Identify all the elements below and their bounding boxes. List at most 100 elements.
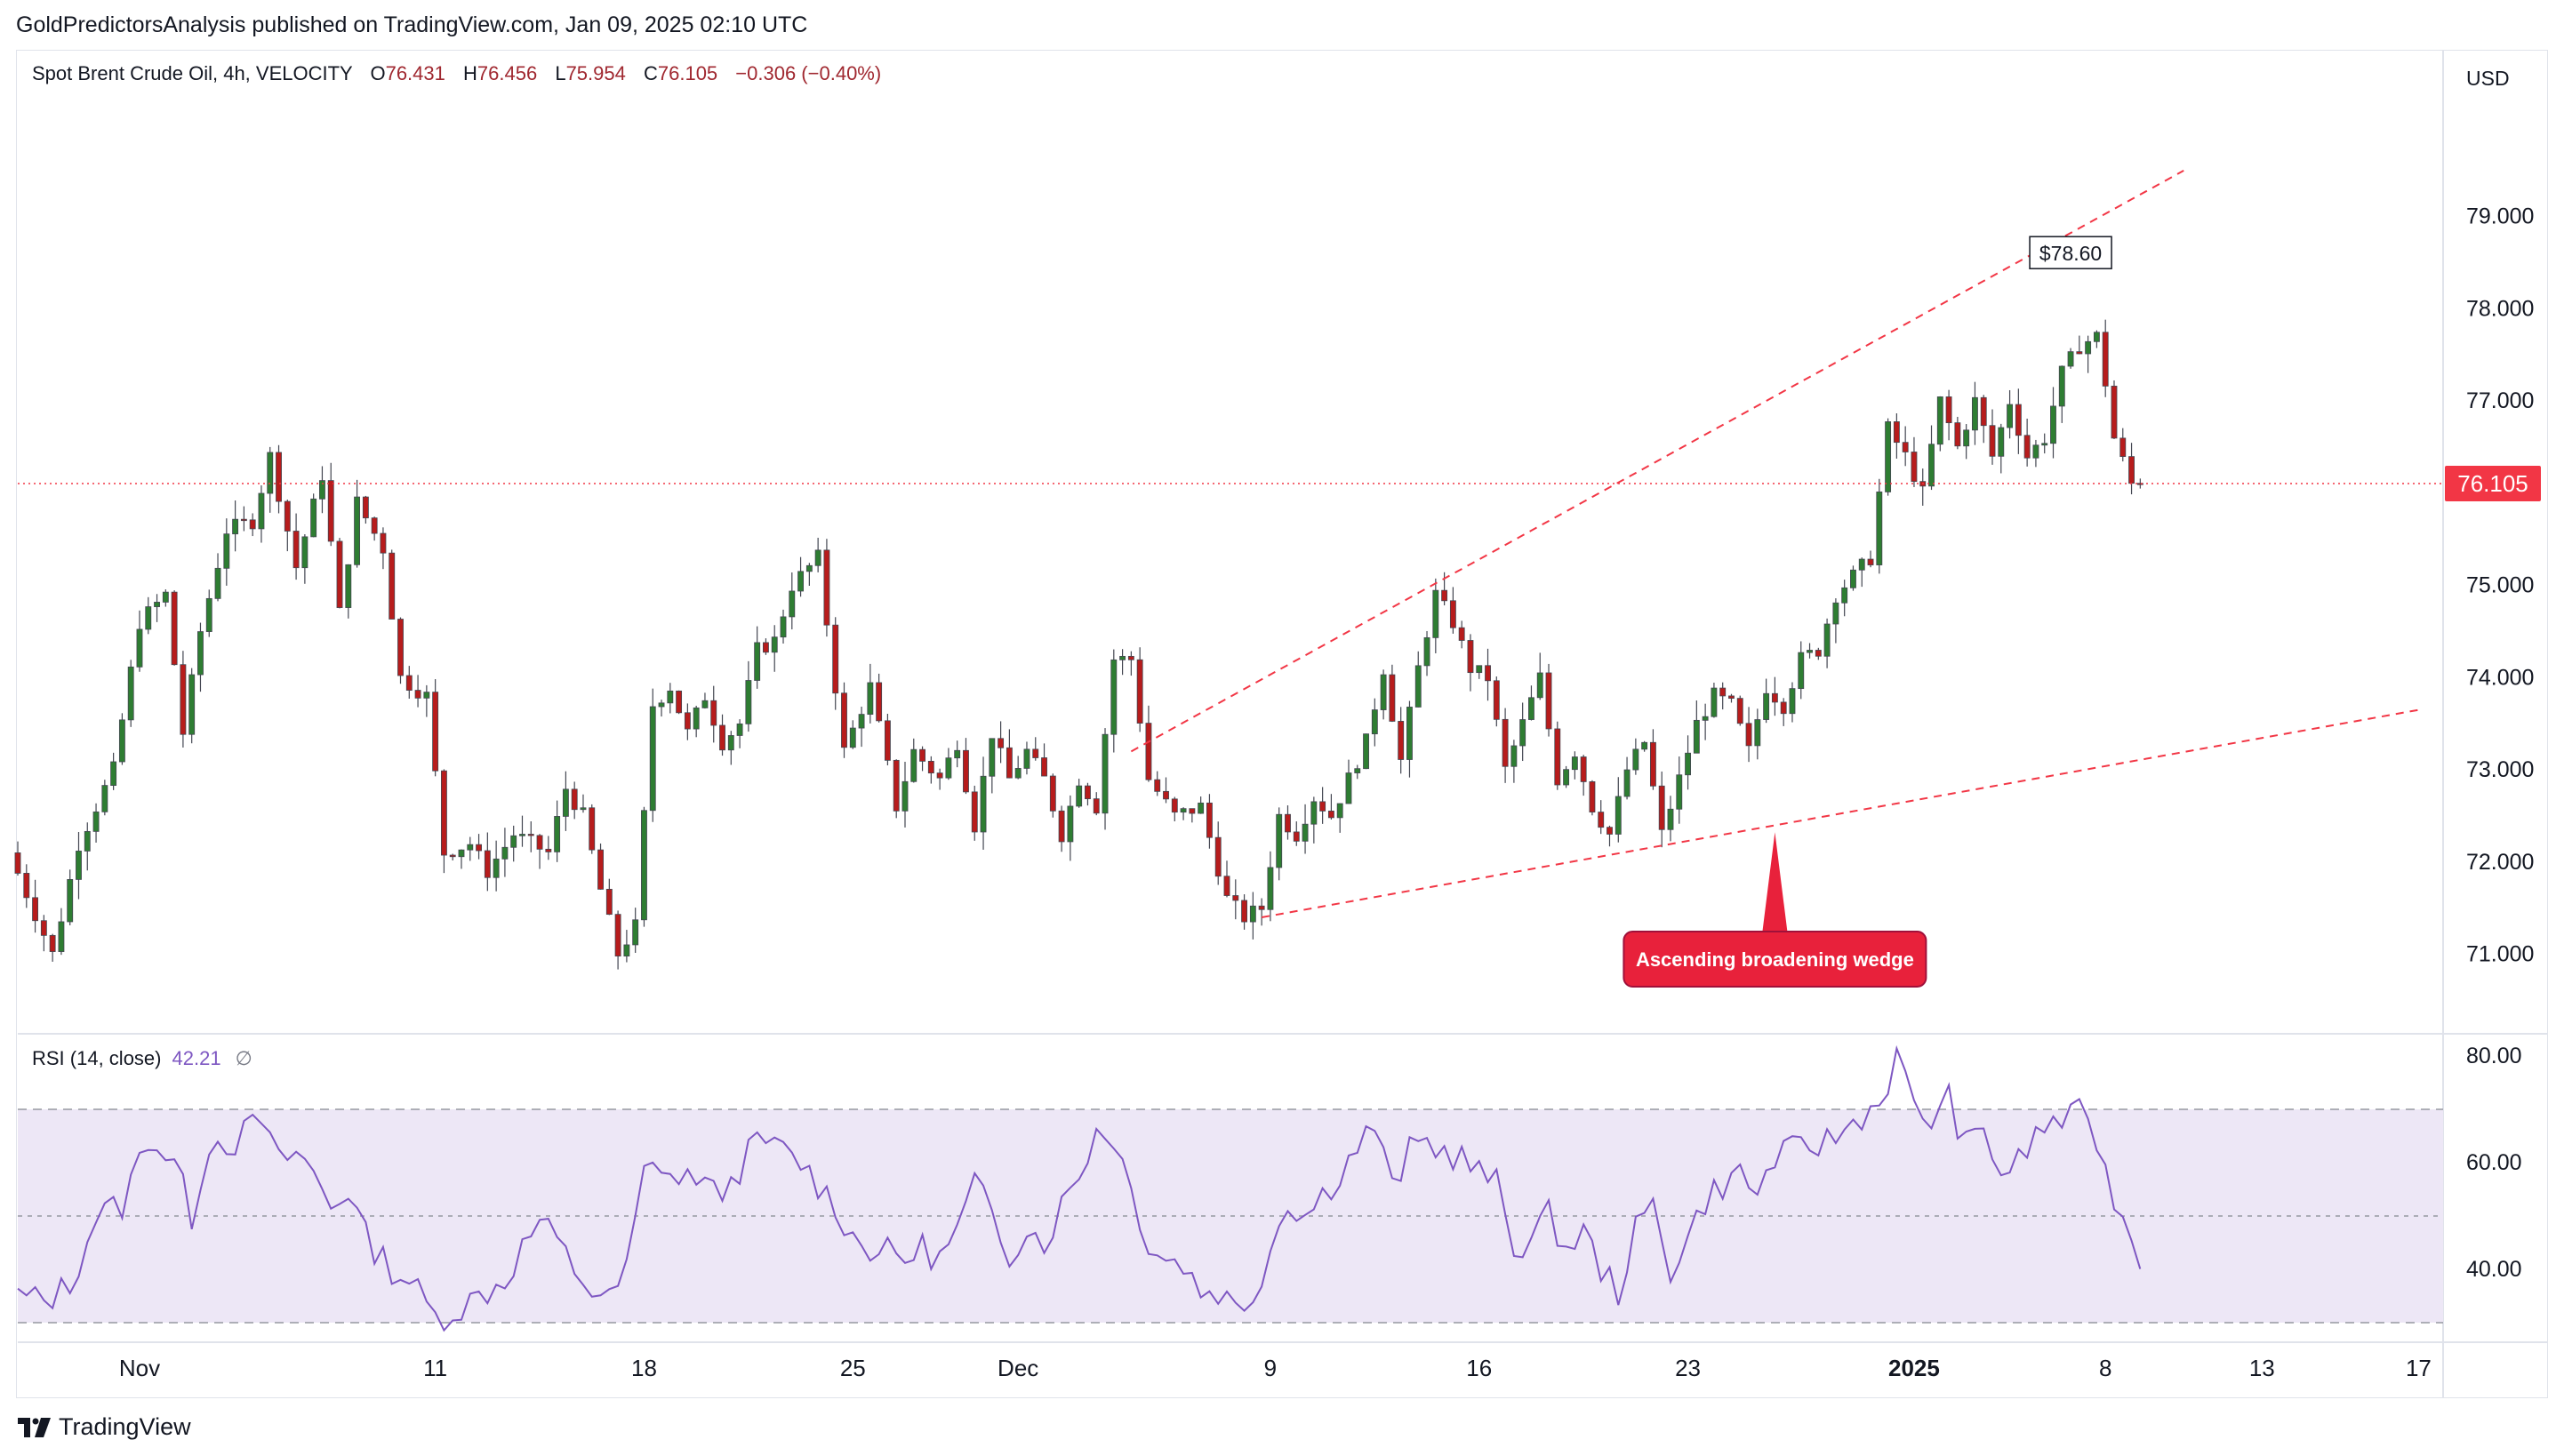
- candle-down: [536, 834, 543, 869]
- candle-up: [1972, 381, 1978, 445]
- legend-high: 76.456: [477, 62, 538, 84]
- candle-up: [1998, 423, 2005, 474]
- candles[interactable]: [14, 319, 2143, 970]
- candle-up: [562, 771, 569, 831]
- candle-down: [1449, 587, 1456, 634]
- candle-up: [1685, 735, 1691, 790]
- rsi-pane[interactable]: 80.00 60.00 40.00: [17, 1044, 2522, 1332]
- candle-down: [919, 746, 925, 772]
- price-tick-label: 78.000: [2466, 296, 2534, 321]
- candle-up: [1528, 685, 1534, 721]
- candle-up: [301, 534, 308, 584]
- candle-down: [2128, 443, 2135, 495]
- candle-down: [876, 673, 883, 723]
- candle-down: [763, 638, 769, 655]
- candle-down: [1163, 777, 1169, 804]
- price-target-label[interactable]: $78.60: [2029, 236, 2112, 269]
- time-tick-label: Dec: [998, 1355, 1038, 1381]
- candle-down: [710, 685, 717, 743]
- candle-down: [893, 759, 900, 819]
- candle-up: [76, 832, 82, 900]
- candle-down: [1189, 808, 1196, 823]
- candle-up: [2050, 387, 2056, 459]
- candle-up: [510, 825, 517, 862]
- legend-close-label: C: [643, 62, 658, 84]
- candle-up: [1345, 759, 1352, 804]
- candle-up: [1754, 708, 1761, 760]
- chart-frame: [16, 50, 2548, 1398]
- time-tick-label: 2025: [1888, 1355, 1940, 1381]
- trendline-lower[interactable]: [1261, 708, 2419, 919]
- candle-up: [805, 563, 813, 587]
- legend-high-label: H: [463, 62, 477, 84]
- candle-down: [380, 527, 387, 570]
- candle-up: [1641, 740, 1648, 752]
- candle-up: [667, 683, 674, 714]
- candle-up: [493, 840, 500, 892]
- svg-text:76.105: 76.105: [2457, 470, 2528, 497]
- currency-label[interactable]: USD: [2466, 67, 2510, 90]
- tradingview-logo[interactable]: TradingView: [18, 1413, 191, 1441]
- candle-down: [2111, 380, 2118, 439]
- candle-up: [641, 806, 647, 927]
- candle-up: [1693, 700, 1700, 754]
- time-axis[interactable]: Nov 11 18 25 Dec 9 16 23 2025 8 13 17: [119, 1355, 2432, 1381]
- candle-up: [1876, 478, 1883, 574]
- tradingview-icon: [18, 1417, 51, 1437]
- candle-down: [23, 864, 30, 908]
- rsi-tick-label: 60.00: [2466, 1150, 2522, 1175]
- candle-up: [118, 713, 125, 765]
- candle-down: [14, 841, 21, 876]
- candle-down: [249, 513, 256, 537]
- candle-down: [284, 500, 291, 552]
- candle-down: [841, 682, 847, 758]
- legend-open-label: O: [370, 62, 386, 84]
- candle-up: [658, 700, 665, 717]
- candle-up: [223, 518, 230, 586]
- last-price-badge: 76.105: [2445, 466, 2541, 502]
- candle-down: [1589, 780, 1596, 816]
- candle-up: [849, 720, 856, 749]
- candle-down: [832, 617, 839, 710]
- price-axis[interactable]: 79.00078.00077.00076.00075.00074.00073.0…: [2466, 67, 2534, 967]
- time-tick-label: Nov: [119, 1355, 160, 1381]
- candle-down: [1085, 782, 1091, 806]
- candle-up: [580, 794, 587, 813]
- candle-down: [1293, 821, 1300, 846]
- candle-down: [2119, 428, 2127, 462]
- svg-text:$78.60: $78.60: [2039, 242, 2102, 265]
- candle-down: [171, 590, 178, 666]
- candle-down: [1327, 794, 1334, 820]
- candle-down: [1389, 664, 1396, 723]
- candle-up: [1363, 733, 1369, 770]
- legend-open: 76.431: [385, 62, 445, 84]
- candle-up: [1963, 424, 1970, 460]
- wedge-callout[interactable]: Ascending broadening wedge: [1623, 832, 1927, 988]
- rsi-line: [17, 1044, 2142, 1332]
- candle-up: [1711, 683, 1718, 718]
- legend-low: 75.954: [565, 62, 626, 84]
- candle-up: [754, 626, 761, 689]
- trendline-upper[interactable]: [1130, 169, 2184, 753]
- candle-up: [162, 589, 169, 607]
- candle-up: [423, 684, 430, 717]
- candle-up: [2093, 330, 2100, 348]
- candle-up: [92, 803, 100, 843]
- candle-down: [719, 714, 725, 756]
- candle-down: [40, 915, 47, 952]
- rsi-tick-label: 40.00: [2466, 1257, 2522, 1282]
- price-tick-label: 74.000: [2466, 665, 2534, 690]
- candle-up: [1102, 728, 1109, 830]
- candle-down: [527, 820, 534, 852]
- candle-down: [371, 516, 378, 541]
- candle-up: [701, 692, 709, 709]
- price-tick-label: 79.000: [2466, 204, 2534, 229]
- publisher-header: GoldPredictorsAnalysis published on Trad…: [16, 12, 808, 37]
- candle-down: [1127, 651, 1134, 676]
- candle-up: [1885, 418, 1892, 496]
- candle-up: [1180, 807, 1187, 820]
- svg-text:Ascending broadening wedge: Ascending broadening wedge: [1636, 948, 1914, 971]
- candle-up: [2085, 335, 2092, 373]
- candle-down: [1954, 416, 1961, 450]
